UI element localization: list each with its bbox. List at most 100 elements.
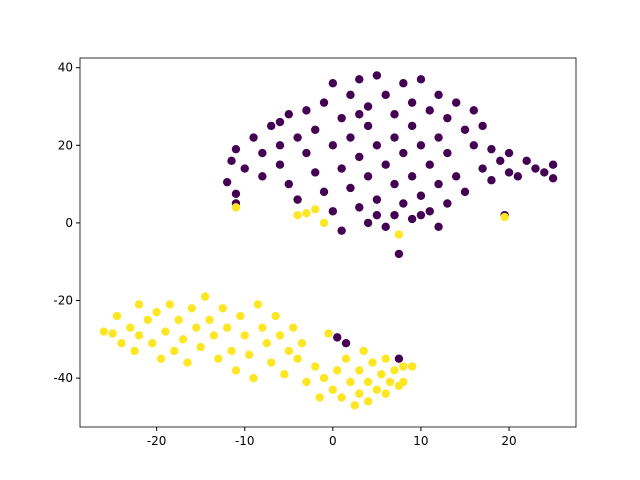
point: [333, 366, 342, 375]
point: [328, 207, 338, 216]
point: [284, 110, 293, 119]
point: [390, 179, 399, 189]
point: [126, 323, 135, 332]
point: [222, 323, 232, 332]
point: [337, 164, 346, 173]
point: [187, 304, 197, 313]
point: [293, 354, 302, 363]
point: [425, 207, 434, 216]
point: [363, 121, 373, 131]
point: [407, 121, 417, 131]
point: [548, 174, 558, 183]
point: [178, 335, 188, 344]
y-tick-label: 20: [58, 138, 73, 152]
point: [205, 315, 214, 325]
point: [540, 168, 549, 177]
point: [381, 354, 390, 363]
point: [363, 102, 373, 111]
point: [271, 311, 280, 321]
point: [390, 110, 399, 119]
point: [165, 300, 175, 309]
point: [319, 218, 329, 228]
x-tick-label: 20: [501, 434, 516, 448]
point: [377, 370, 386, 379]
point: [355, 152, 364, 162]
point: [381, 222, 390, 231]
point: [328, 141, 338, 150]
x-tick-label: -20: [147, 434, 167, 448]
point: [385, 377, 395, 387]
point: [416, 141, 426, 150]
point: [363, 397, 373, 406]
point: [372, 71, 382, 80]
point: [443, 148, 452, 158]
point: [328, 79, 338, 88]
point: [363, 377, 373, 387]
point: [297, 338, 307, 348]
point: [531, 164, 540, 173]
point: [341, 354, 351, 363]
point: [324, 329, 333, 338]
point: [399, 148, 408, 158]
point: [355, 389, 364, 398]
point: [253, 300, 263, 309]
point: [302, 106, 311, 115]
point: [315, 393, 324, 402]
point: [328, 385, 338, 394]
y-tick-label: 0: [65, 216, 73, 230]
point: [355, 75, 364, 84]
point: [478, 164, 487, 173]
point: [236, 311, 245, 321]
point: [451, 98, 461, 107]
point: [337, 113, 346, 123]
point: [434, 222, 443, 231]
point: [130, 346, 139, 356]
point: [143, 315, 153, 325]
point: [311, 362, 320, 371]
point: [500, 212, 509, 222]
point: [434, 133, 443, 142]
point: [399, 79, 408, 88]
point: [249, 133, 258, 142]
y-tick-label: -40: [53, 371, 73, 385]
point: [399, 362, 408, 371]
point: [289, 323, 298, 332]
x-tick-label: -10: [235, 434, 255, 448]
point: [416, 191, 426, 200]
point: [266, 358, 276, 367]
x-tick-label: 10: [413, 434, 428, 448]
point: [302, 209, 311, 218]
point: [258, 148, 267, 158]
point: [478, 121, 487, 131]
point: [381, 90, 390, 100]
point: [266, 121, 276, 131]
point: [341, 338, 351, 348]
point: [548, 160, 558, 169]
point: [368, 358, 377, 367]
y-tick-label: -20: [53, 294, 73, 308]
point: [346, 183, 355, 193]
point: [407, 362, 417, 371]
y-tick-label: 40: [58, 61, 73, 75]
point: [394, 354, 404, 363]
point: [350, 401, 360, 410]
point: [222, 177, 232, 187]
point: [218, 304, 227, 313]
point: [496, 156, 505, 166]
point: [240, 164, 249, 173]
point: [275, 160, 285, 169]
point: [240, 331, 249, 340]
point: [200, 292, 210, 301]
point: [302, 377, 311, 387]
point: [99, 327, 108, 336]
point: [258, 172, 267, 181]
point: [381, 389, 390, 398]
point: [416, 75, 426, 84]
point: [258, 323, 267, 332]
point: [183, 358, 192, 367]
point: [407, 214, 417, 224]
point: [319, 98, 329, 107]
point: [363, 172, 373, 181]
point: [425, 106, 434, 115]
